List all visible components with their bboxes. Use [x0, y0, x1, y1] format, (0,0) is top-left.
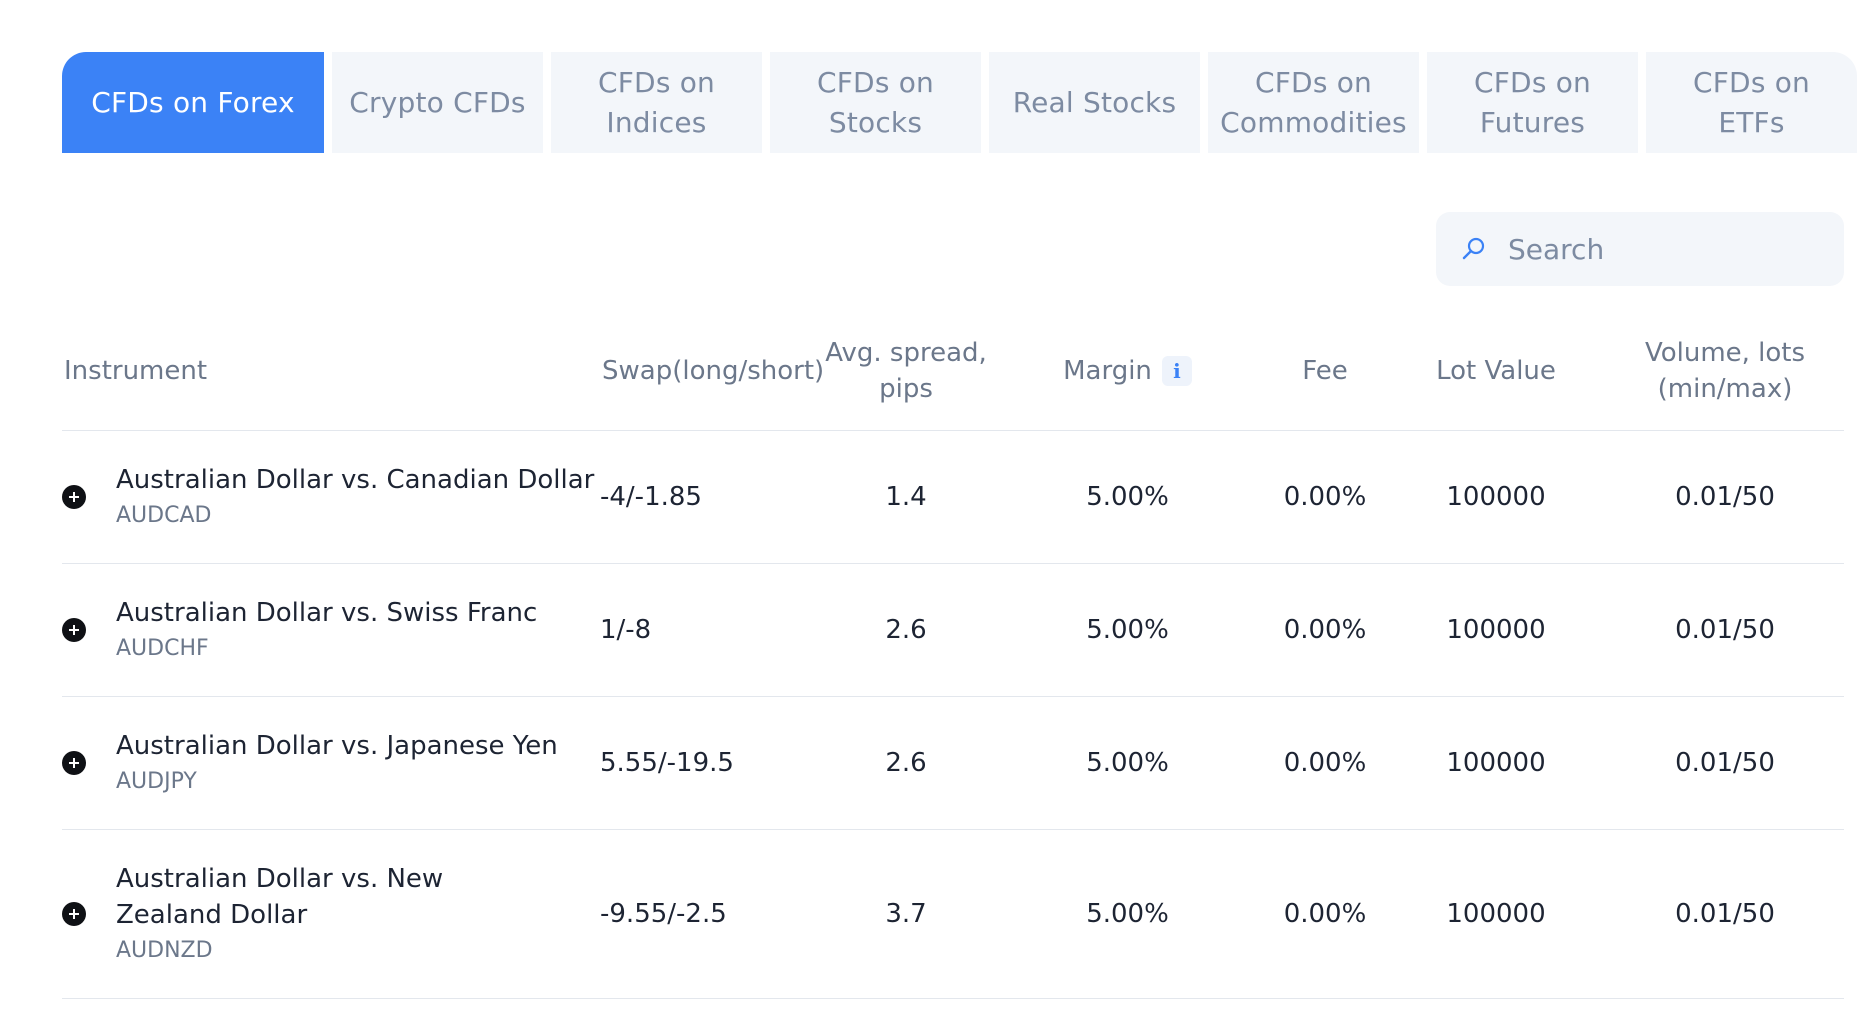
instrument-name: Australian Dollar vs. Swiss Franc: [116, 598, 538, 628]
header-margin: Margin: [1063, 356, 1152, 386]
swap-value: -9.55/-2.5: [600, 899, 727, 929]
spread-value: 3.7: [885, 899, 927, 929]
header-spread-cell: Avg. spread, pips: [821, 335, 991, 407]
volume-value: 0.01/50: [1675, 748, 1775, 778]
tab-real-stocks[interactable]: Real Stocks: [989, 52, 1200, 153]
tab-cfds-on-commodities[interactable]: CFDs on Commodities: [1208, 52, 1419, 153]
tab-crypto-cfds[interactable]: Crypto CFDs: [332, 52, 543, 153]
lot-value: 100000: [1446, 748, 1546, 778]
table-row: Australian Dollar vs. Japanese Yen AUDJP…: [62, 697, 1844, 830]
margin-value: 5.00%: [1086, 899, 1169, 929]
instrument-text: Australian Dollar vs. Swiss Franc AUDCHF: [116, 595, 537, 665]
tab-cfds-on-forex[interactable]: CFDs on Forex: [62, 52, 324, 153]
instrument-cell: Australian Dollar vs. Canadian Dollar AU…: [62, 462, 596, 532]
expand-plus-icon[interactable]: [62, 751, 86, 775]
instruments-table: Instrument Swap(long/short) Avg. spread,…: [62, 312, 1844, 999]
expand-plus-icon[interactable]: [62, 618, 86, 642]
tab-cfds-on-futures[interactable]: CFDs on Futures: [1427, 52, 1638, 153]
header-volume: Volume, lots (min/max): [1644, 338, 1806, 404]
expand-plus-icon[interactable]: [62, 902, 86, 926]
tab-label: CFDs on Forex: [91, 85, 295, 119]
category-tabs: CFDs on Forex Crypto CFDs CFDs on Indice…: [62, 52, 1857, 153]
search-box[interactable]: [1436, 212, 1844, 286]
instrument-cell: Australian Dollar vs. Japanese Yen AUDJP…: [62, 728, 596, 798]
header-lot-value: Lot Value: [1436, 356, 1556, 386]
tab-label: CFDs on Commodities: [1220, 65, 1407, 139]
spread-value: 2.6: [885, 615, 927, 645]
instrument-name: Australian Dollar vs. Canadian Dollar: [116, 465, 595, 495]
tab-label: CFDs on Stocks: [817, 65, 934, 139]
fee-value: 0.00%: [1283, 899, 1367, 929]
instrument-text: Australian Dollar vs. Japanese Yen AUDJP…: [116, 728, 558, 798]
instrument-text: Australian Dollar vs. Canadian Dollar AU…: [116, 462, 594, 532]
header-margin-cell: Margin i: [991, 353, 1264, 389]
tab-label: CFDs on ETFs: [1693, 65, 1810, 139]
swap-value: 5.55/-19.5: [600, 748, 734, 778]
header-margin-wrap: Margin i: [1063, 353, 1192, 389]
tab-label: CFDs on Futures: [1474, 65, 1591, 139]
margin-value: 5.00%: [1086, 615, 1169, 645]
header-swap: Swap(long/short): [602, 356, 825, 386]
table-row: Australian Dollar vs. Canadian Dollar AU…: [62, 431, 1844, 564]
fee-value: 0.00%: [1283, 615, 1367, 645]
spread-value: 1.4: [885, 482, 927, 512]
header-spread: Avg. spread, pips: [825, 338, 987, 404]
instrument-code: AUDJPY: [116, 769, 197, 794]
instrument-name: Australian Dollar vs. New Zealand Dollar: [116, 864, 444, 930]
lot-value: 100000: [1446, 482, 1546, 512]
header-instrument: Instrument: [64, 356, 208, 386]
swap-value: -4/-1.85: [600, 482, 702, 512]
tab-cfds-on-etfs[interactable]: CFDs on ETFs: [1646, 52, 1857, 153]
expand-plus-icon[interactable]: [62, 485, 86, 509]
tab-label: Crypto CFDs: [349, 85, 526, 119]
instrument-code: AUDCHF: [116, 636, 209, 661]
lot-value: 100000: [1446, 899, 1546, 929]
volume-value: 0.01/50: [1675, 615, 1775, 645]
tab-cfds-on-stocks[interactable]: CFDs on Stocks: [770, 52, 981, 153]
table-row: Australian Dollar vs. Swiss Franc AUDCHF…: [62, 564, 1844, 697]
margin-info-icon[interactable]: i: [1161, 356, 1192, 386]
header-spread-wrap: Avg. spread, pips: [825, 335, 987, 407]
instrument-text: Australian Dollar vs. New Zealand Dollar…: [116, 861, 556, 967]
margin-value: 5.00%: [1086, 482, 1169, 512]
margin-value: 5.00%: [1086, 748, 1169, 778]
volume-value: 0.01/50: [1675, 482, 1775, 512]
table-header: Instrument Swap(long/short) Avg. spread,…: [62, 312, 1844, 431]
fee-value: 0.00%: [1283, 482, 1367, 512]
instrument-cell: Australian Dollar vs. Swiss Franc AUDCHF: [62, 595, 596, 665]
search-input[interactable]: [1506, 231, 1830, 267]
lot-value: 100000: [1446, 615, 1546, 645]
swap-value: 1/-8: [600, 615, 652, 645]
tab-label: CFDs on Indices: [598, 65, 715, 139]
instrument-code: AUDNZD: [116, 938, 213, 963]
spread-value: 2.6: [885, 748, 927, 778]
instrument-cell: Australian Dollar vs. New Zealand Dollar…: [62, 861, 596, 967]
volume-value: 0.01/50: [1675, 899, 1775, 929]
fee-value: 0.00%: [1283, 748, 1367, 778]
tab-label: Real Stocks: [1012, 85, 1177, 119]
header-fee: Fee: [1302, 356, 1348, 386]
instrument-name: Australian Dollar vs. Japanese Yen: [116, 731, 558, 761]
instrument-code: AUDCAD: [116, 503, 212, 528]
search-icon: [1460, 235, 1488, 263]
table-row: Australian Dollar vs. New Zealand Dollar…: [62, 830, 1844, 999]
tab-cfds-on-indices[interactable]: CFDs on Indices: [551, 52, 762, 153]
